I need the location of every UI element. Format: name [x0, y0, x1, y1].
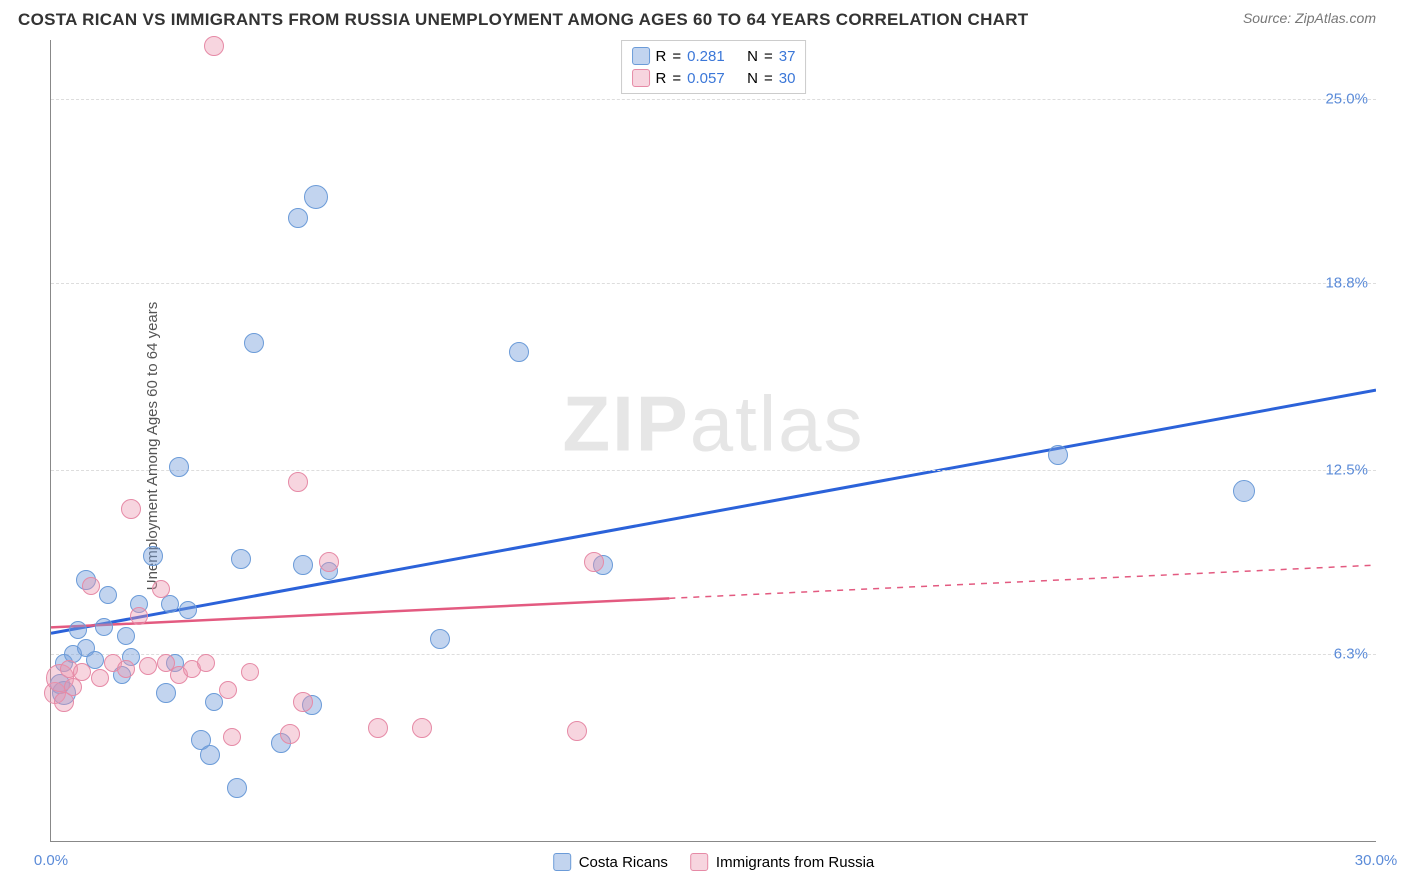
data-point — [99, 586, 117, 604]
data-point — [200, 745, 220, 765]
data-point — [223, 728, 241, 746]
regression-lines — [51, 40, 1376, 841]
legend-swatch — [632, 69, 650, 87]
data-point — [293, 555, 313, 575]
data-point — [293, 692, 313, 712]
data-point — [91, 669, 109, 687]
data-point — [117, 627, 135, 645]
data-point — [288, 472, 308, 492]
legend-item: Costa Ricans — [553, 853, 668, 871]
data-point — [82, 577, 100, 595]
y-tick-label: 25.0% — [1325, 91, 1368, 108]
gridline — [51, 99, 1376, 100]
legend-eq: = — [764, 48, 773, 65]
data-point — [169, 457, 189, 477]
data-point — [244, 333, 264, 353]
legend-eq: = — [672, 48, 681, 65]
gridline — [51, 470, 1376, 471]
gridline — [51, 283, 1376, 284]
x-tick-label: 30.0% — [1355, 852, 1398, 869]
legend-swatch — [690, 853, 708, 871]
data-point — [509, 342, 529, 362]
y-tick-label: 18.8% — [1325, 275, 1368, 292]
data-point — [1233, 480, 1255, 502]
data-point — [73, 663, 91, 681]
regression-line-dashed — [669, 565, 1376, 598]
y-tick-label: 6.3% — [1334, 646, 1368, 663]
legend-r-label: R — [656, 48, 667, 65]
data-point — [152, 580, 170, 598]
data-point — [584, 552, 604, 572]
data-point — [156, 683, 176, 703]
data-point — [288, 208, 308, 228]
data-point — [1048, 445, 1068, 465]
y-tick-label: 12.5% — [1325, 462, 1368, 479]
legend-r-value: 0.281 — [687, 48, 741, 65]
data-point — [430, 629, 450, 649]
legend-swatch — [632, 47, 650, 65]
data-point — [197, 654, 215, 672]
legend-swatch — [553, 853, 571, 871]
data-point — [227, 778, 247, 798]
legend-r-value: 0.057 — [687, 70, 741, 87]
data-point — [280, 724, 300, 744]
legend-row: R = 0.281 N = 37 — [632, 45, 796, 67]
data-point — [204, 36, 224, 56]
data-point — [95, 618, 113, 636]
source-label: Source: ZipAtlas.com — [1243, 10, 1376, 26]
data-point — [241, 663, 259, 681]
data-point — [130, 607, 148, 625]
data-point — [139, 657, 157, 675]
gridline — [51, 654, 1376, 655]
data-point — [121, 499, 141, 519]
regression-line-solid — [51, 390, 1376, 633]
legend-eq: = — [672, 70, 681, 87]
data-point — [368, 718, 388, 738]
legend-r-label: R — [656, 70, 667, 87]
legend-n-label: N — [747, 70, 758, 87]
data-point — [117, 660, 135, 678]
chart-title: COSTA RICAN VS IMMIGRANTS FROM RUSSIA UN… — [18, 10, 1028, 30]
data-point — [179, 601, 197, 619]
legend-n-label: N — [747, 48, 758, 65]
data-point — [304, 185, 328, 209]
watermark: ZIPatlas — [562, 379, 864, 470]
plot-area: ZIPatlas R=0.281N=37R=0.057N=30 Costa Ri… — [50, 40, 1376, 842]
legend-n-value: 37 — [779, 48, 796, 65]
data-point — [412, 718, 432, 738]
correlation-legend: R = 0.281 N = 37 R = 0.057 N = 30 — [621, 40, 807, 94]
legend-row: R = 0.057 N = 30 — [632, 67, 796, 89]
series-legend: Costa Ricans Immigrants from Russia — [553, 853, 875, 871]
data-point — [143, 546, 163, 566]
data-point — [231, 549, 251, 569]
data-point — [567, 721, 587, 741]
legend-label: Costa Ricans — [579, 854, 668, 871]
legend-item: Immigrants from Russia — [690, 853, 874, 871]
x-tick-label: 0.0% — [34, 852, 68, 869]
legend-n-value: 30 — [779, 70, 796, 87]
data-point — [319, 552, 339, 572]
data-point — [69, 621, 87, 639]
data-point — [219, 681, 237, 699]
legend-eq: = — [764, 70, 773, 87]
legend-label: Immigrants from Russia — [716, 854, 874, 871]
